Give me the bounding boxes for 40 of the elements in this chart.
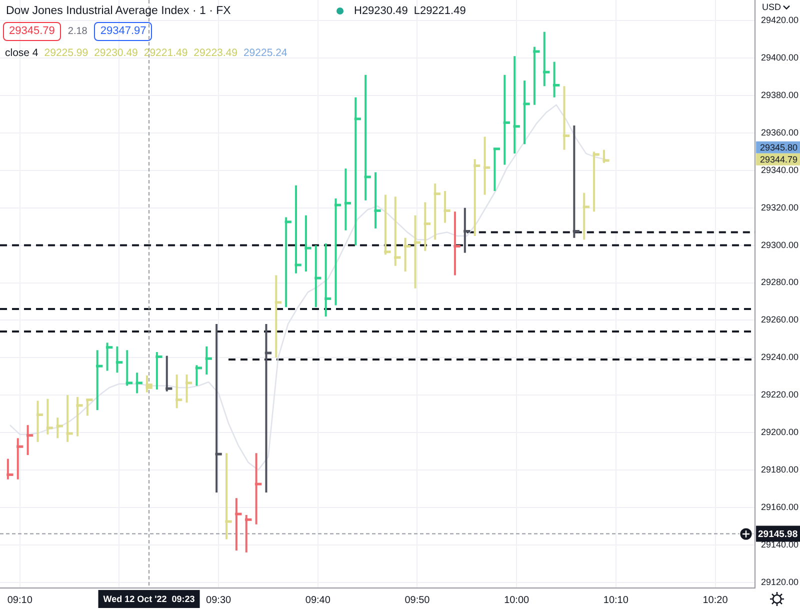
y-tick-label: 29320.00 [761,202,799,212]
x-tick-label: 10:00 [504,594,530,606]
y-tick-label: 29420.00 [761,15,799,26]
annotation: 2.18 [68,26,88,37]
y-tick-label: 29220.00 [761,390,799,400]
annotation: 29223.49 [194,47,238,59]
y-tick-label: 29340.00 [761,164,799,175]
y-tick-label: 29400.00 [761,52,799,63]
x-tick-label: 09:40 [305,594,331,606]
annotation: 29221.49 [144,47,188,59]
y-tick-label: 29380.00 [761,90,799,100]
y-tick-label: 29180.00 [761,464,799,475]
annotation: 29345.79 [3,22,61,41]
y-tick-label: 29260.00 [761,314,799,325]
x-tick-label: 09:50 [404,594,430,606]
text: USD [762,2,782,12]
x-tick-label: 10:10 [603,594,629,606]
annotation: 29225.99 [44,47,88,59]
annotation: 29347.97 [94,22,152,41]
x-tick-label: 09:30 [206,594,232,606]
ref-line-label: 29145.98 [758,528,798,540]
ref-line-label: Wed 12 Oct '22 09:23 [103,594,195,604]
x-tick-label: 10:20 [702,594,728,606]
y-tick-label: 29160.00 [761,502,799,512]
y-tick-label: 29140.00 [761,539,799,550]
y-tick-label: 29120.00 [761,576,799,587]
y-tick-label: 29240.00 [761,352,799,362]
text: 29344.79 [760,154,798,164]
y-tick-label: 29200.00 [761,427,799,438]
annotation: close 4 [5,47,38,59]
annotation: H29230.49 [354,5,408,17]
y-tick-label: 29280.00 [761,277,799,288]
annotation: L29221.49 [414,5,466,17]
annotation: 29230.49 [94,47,138,59]
chart-title: Dow Jones Industrial Average Index · 1 · FX [6,4,231,18]
y-tick-label: 29360.00 [761,127,799,138]
x-tick-label: 09:10 [7,594,33,606]
annotation: 29225.24 [243,47,288,59]
text: 29345.80 [760,142,798,152]
y-tick-label: 29300.00 [761,240,799,250]
